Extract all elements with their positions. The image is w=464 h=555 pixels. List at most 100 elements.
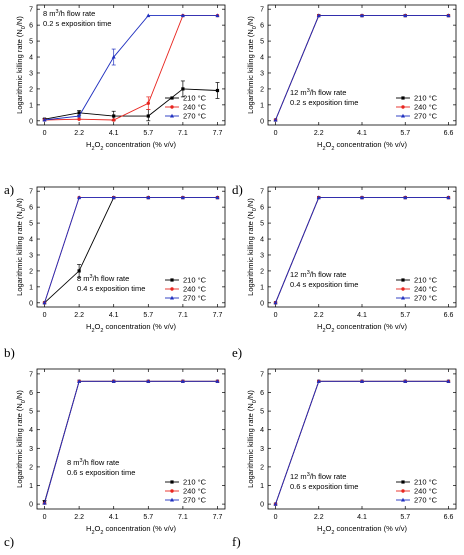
y-tick-label: 0 — [29, 502, 33, 509]
x-axis-title-part: concentration (% v/v) — [103, 524, 176, 533]
data-point — [360, 195, 364, 200]
annotation-flow-rate-part: 8 m — [67, 458, 80, 467]
annotation-flow-rate-part: 3 — [307, 270, 310, 276]
data-point — [403, 379, 408, 383]
x-tick-label: 2.2 — [74, 130, 84, 137]
series-line — [44, 380, 218, 504]
legend-marker — [170, 96, 174, 100]
data-point — [77, 195, 82, 200]
annotation-exposition-time: 0.4 s exposition time — [290, 280, 358, 289]
legend-marker — [170, 113, 174, 118]
x-axis-title-part: 2 — [322, 146, 325, 152]
x-axis-title-part: concentration (% v/v) — [334, 322, 407, 331]
legend-label: 210 °C — [414, 94, 438, 103]
data-point — [112, 114, 116, 118]
y-axis-title: Logarithmic killing rate (N0/N) — [246, 16, 258, 114]
x-tick-label: 4.1 — [109, 312, 119, 319]
y-axis-title-part: Logarithmic killing rate (N — [246, 403, 255, 488]
x-tick-label: 5.7 — [400, 514, 410, 521]
data-point — [446, 195, 451, 200]
legend-label: 270 °C — [183, 294, 207, 303]
annotation-exposition-time: 0.4 s exposition time — [77, 284, 145, 293]
data-point — [181, 87, 185, 91]
data-point — [446, 379, 451, 383]
x-tick-label: 7.1 — [178, 514, 188, 521]
legend-label: 210 °C — [183, 478, 207, 487]
data-point — [111, 195, 116, 200]
y-tick-label: 0 — [260, 118, 264, 125]
annotation-flow-rate-part: /h flow rate — [310, 270, 347, 279]
legend-entry: 210 °C — [165, 478, 207, 487]
series-group — [273, 13, 451, 122]
annotation-flow-rate-part: 3 — [80, 458, 83, 464]
series-group — [42, 379, 220, 505]
x-axis-title-part: H — [86, 140, 91, 149]
y-tick-label: 3 — [260, 252, 264, 259]
x-axis-title-part: H — [317, 322, 322, 331]
data-point — [360, 379, 364, 383]
annotation-exposition-time: 0.6 s exposition time — [67, 468, 135, 477]
legend-entry: 270 °C — [396, 496, 438, 505]
legend-marker — [170, 497, 174, 502]
data-point — [42, 300, 47, 305]
legend-label: 240 °C — [414, 285, 438, 294]
y-axis-title-part: 0 — [252, 26, 258, 29]
y-axis-title-part: /N) — [246, 16, 255, 27]
x-axis-title-part: 2 — [331, 328, 334, 334]
x-tick-label: 5.7 — [400, 312, 410, 319]
y-axis-title: Logarithmic killing rate (N0/N) — [246, 198, 258, 296]
data-point — [403, 195, 408, 200]
y-tick-label: 4 — [260, 427, 264, 434]
x-axis-title-part: 2 — [91, 146, 94, 152]
legend-marker — [170, 295, 174, 300]
legend-marker — [401, 105, 405, 109]
legend-marker — [170, 278, 174, 282]
legend-marker — [401, 113, 405, 118]
series-line — [44, 197, 218, 303]
x-axis-title: H2O2 concentration (% v/v) — [317, 140, 407, 152]
legend-marker — [170, 287, 174, 291]
panel-label: b) — [4, 345, 15, 360]
y-tick-label: 7 — [29, 189, 33, 196]
y-tick-label: 6 — [29, 23, 33, 30]
series-group — [42, 13, 220, 122]
y-axis-title-part: Logarithmic killing rate (N — [15, 403, 24, 488]
x-tick-label: 7.1 — [178, 130, 188, 137]
legend-entry: 240 °C — [165, 487, 207, 496]
x-axis-title: H2O2 concentration (% v/v) — [86, 140, 176, 152]
legend-label: 270 °C — [183, 496, 207, 505]
legend-label: 240 °C — [414, 103, 438, 112]
y-tick-label: 2 — [29, 268, 33, 275]
data-point — [273, 300, 278, 305]
data-point — [146, 195, 151, 200]
y-axis-title-part: 0 — [21, 26, 27, 29]
x-axis-title-part: O — [95, 322, 101, 331]
legend-entry: 240 °C — [396, 285, 438, 294]
data-point — [215, 379, 220, 383]
legend-label: 210 °C — [183, 276, 207, 285]
x-tick-label: 0 — [43, 514, 47, 521]
plot-frame — [36, 186, 226, 308]
y-tick-label: 3 — [29, 70, 33, 77]
x-tick-label: 0 — [274, 130, 278, 137]
legend-entry: 210 °C — [396, 276, 438, 285]
legend-label: 240 °C — [414, 487, 438, 496]
y-tick-label: 4 — [29, 427, 33, 434]
x-tick-label: 4.1 — [109, 514, 119, 521]
y-tick-label: 5 — [260, 39, 264, 46]
annotation-flow-rate-part: 3 — [307, 472, 310, 478]
panel-label: f) — [232, 534, 241, 549]
annotation-flow-rate-part: 8 m — [43, 9, 56, 18]
legend-marker — [401, 278, 405, 282]
legend-entry: 210 °C — [165, 276, 207, 285]
x-axis-title-part: O — [326, 322, 332, 331]
y-tick-label: 7 — [29, 7, 33, 14]
y-tick-label: 6 — [260, 205, 264, 212]
y-tick-label: 0 — [260, 300, 264, 307]
y-tick-label: 0 — [260, 502, 264, 509]
x-axis-title-part: O — [326, 140, 332, 149]
y-tick-label: 1 — [260, 483, 264, 490]
data-point — [316, 195, 321, 200]
x-axis-title-part: concentration (% v/v) — [334, 140, 407, 149]
x-axis-title-part: H — [317, 524, 322, 533]
